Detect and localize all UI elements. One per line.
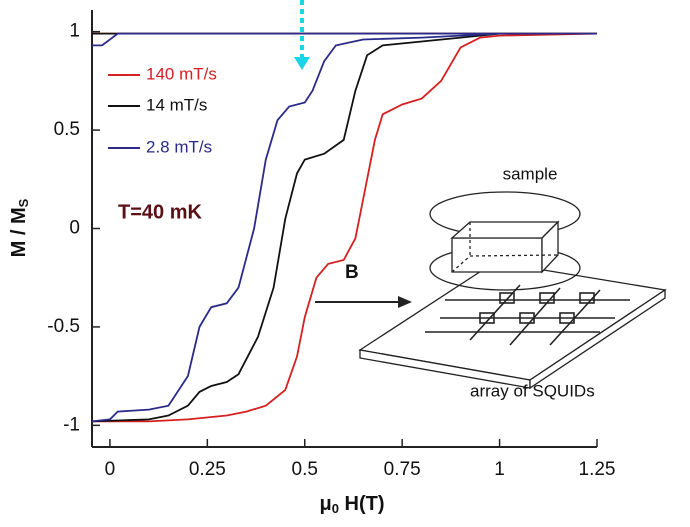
x-tick-label: 0 [105, 459, 116, 480]
marker-arrowhead [294, 57, 310, 70]
x-tick-label: 1.25 [579, 459, 616, 480]
y-tick-label: 1 [69, 21, 80, 42]
x-tick-label: 1 [494, 459, 505, 480]
series-line [91, 32, 597, 423]
y-label-part: M / M [8, 207, 30, 257]
x-tick-label: 0.5 [292, 459, 318, 480]
inset-array-label: array of SQUIDs [470, 381, 595, 400]
y-axis-label: M / MS [8, 198, 31, 257]
y-tick-label: -0.5 [47, 316, 80, 337]
x-label-part: μ [319, 493, 331, 515]
x-axis-label: μ0 H(T) [319, 493, 384, 516]
legend-label: 140 mT/s [146, 64, 217, 83]
field-arrowhead [398, 296, 412, 308]
x-label-sub: 0 [332, 501, 339, 516]
inset-sample-label: sample [503, 164, 558, 183]
temperature-label: T=40 mK [118, 201, 202, 223]
inset [315, 191, 667, 390]
y-tick-label: -1 [63, 414, 80, 435]
x-label-part: H(T) [339, 493, 385, 515]
inset-field-label: B [345, 262, 359, 283]
legend-label: 14 mT/s [146, 95, 207, 114]
x-tick-label: 0.25 [189, 459, 226, 480]
legend-label: 2.8 mT/s [146, 137, 212, 156]
y-label-sub: S [16, 198, 31, 207]
y-tick-label: 0 [69, 218, 80, 239]
x-tick-label: 0.75 [384, 459, 421, 480]
y-tick-label: 0.5 [54, 119, 80, 140]
